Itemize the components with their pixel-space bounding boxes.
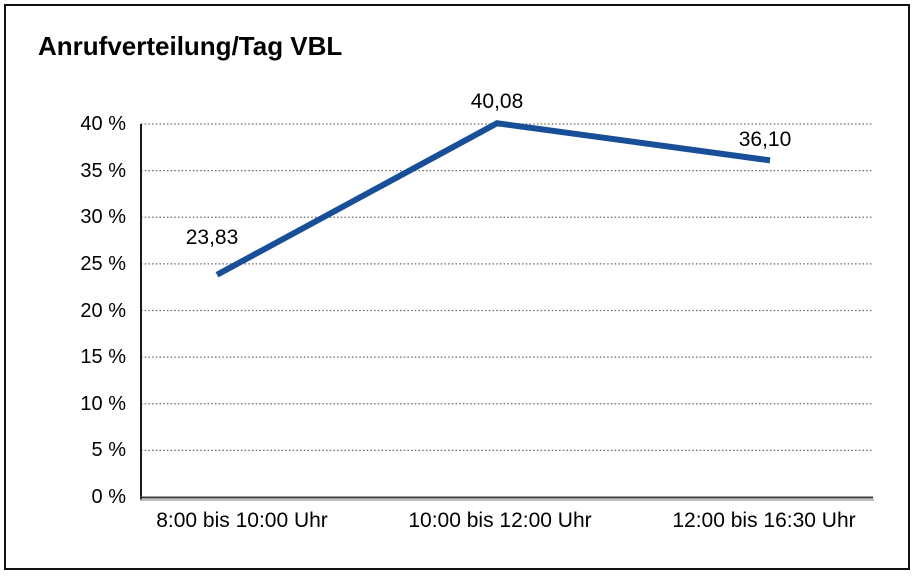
y-tick-label-25: 25 %	[80, 252, 126, 275]
y-tick-label-35: 35 %	[80, 159, 126, 182]
data-point-label-3: 36,10	[738, 128, 792, 152]
chart-title: Anrufverteilung/Tag VBL	[38, 31, 343, 61]
gridlines	[141, 123, 873, 451]
y-tick-label-40: 40 %	[80, 113, 126, 135]
data-point-label-1: 23,83	[185, 225, 239, 249]
y-tick-label-5: 5 %	[91, 439, 126, 462]
x-category-label-2: 10:00 bis 12:00 Uhr	[408, 509, 592, 532]
data-series-line	[215, 120, 771, 278]
y-tick-label-0: 0 %	[91, 486, 126, 508]
x-category-label-1: 8:00 bis 10:00 Uhr	[156, 509, 328, 532]
x-category-label-3: 12:00 bis 16:30 Uhr	[672, 509, 856, 532]
data-point-label-2: 40,08	[470, 90, 524, 114]
y-tick-label-30: 30 %	[80, 206, 126, 229]
y-tick-label-20: 20 %	[80, 299, 126, 322]
y-tick-label-15: 15 %	[80, 346, 126, 369]
y-tick-label-10: 10 %	[80, 392, 126, 415]
